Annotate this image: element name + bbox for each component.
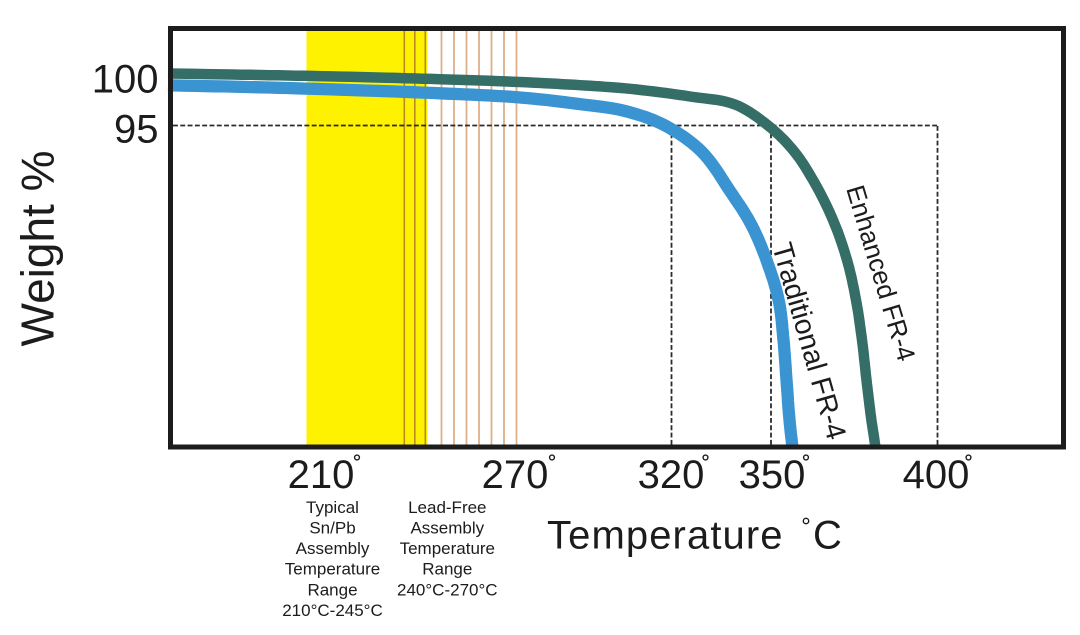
- svg-text:Weight %: Weight %: [12, 150, 64, 346]
- svg-text:Range: Range: [422, 560, 472, 579]
- svg-text:210°C-245°C: 210°C-245°C: [282, 601, 383, 620]
- svg-text:270: 270: [482, 453, 549, 497]
- svg-text:Range: Range: [307, 580, 357, 599]
- svg-text:Assembly: Assembly: [296, 539, 370, 558]
- svg-text:240°C-270°C: 240°C-270°C: [397, 580, 498, 599]
- svg-text:95: 95: [114, 108, 159, 152]
- svg-text:320: 320: [638, 453, 705, 497]
- svg-text:Sn/Pb: Sn/Pb: [309, 519, 355, 538]
- svg-text:C: C: [813, 514, 842, 558]
- svg-text:Lead-Free: Lead-Free: [408, 498, 486, 517]
- svg-text:Typical: Typical: [306, 498, 359, 517]
- svg-text:Temperature: Temperature: [285, 560, 380, 579]
- svg-text:Temperature: Temperature: [547, 514, 784, 558]
- svg-text:Temperature: Temperature: [400, 539, 495, 558]
- svg-text:350: 350: [739, 453, 806, 497]
- svg-text:100: 100: [92, 58, 159, 102]
- svg-text:400: 400: [903, 453, 970, 497]
- svg-text:Assembly: Assembly: [410, 519, 484, 538]
- svg-text:210: 210: [288, 453, 355, 497]
